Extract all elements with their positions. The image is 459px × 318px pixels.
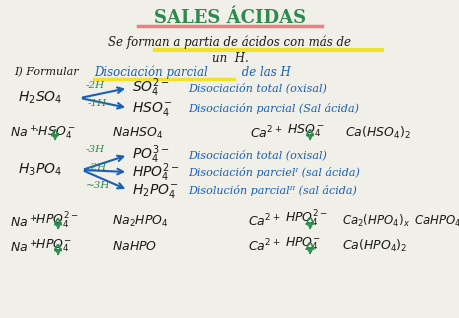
Text: $H_2SO_4$: $H_2SO_4$ xyxy=(18,90,62,106)
Text: de las H: de las H xyxy=(237,66,290,79)
Text: $Na_2HPO_4$: $Na_2HPO_4$ xyxy=(112,213,168,229)
Text: SALES ÁCIDAS: SALES ÁCIDAS xyxy=(154,9,305,27)
Text: $Ca^{2+}$: $Ca^{2+}$ xyxy=(247,213,280,229)
Text: $HPO_4^{-}$: $HPO_4^{-}$ xyxy=(285,236,320,252)
Text: $HPO_4^{2-}$: $HPO_4^{2-}$ xyxy=(132,162,179,184)
Text: $PO_4^{3-}$: $PO_4^{3-}$ xyxy=(132,144,169,166)
Text: -2H: -2H xyxy=(86,80,105,89)
Text: -3H: -3H xyxy=(86,146,105,155)
Text: $NaHSO_4$: $NaHSO_4$ xyxy=(112,125,163,141)
Text: $Ca^{2+}$: $Ca^{2+}$ xyxy=(249,125,282,141)
Text: Disociación total (oxisal): Disociación total (oxisal) xyxy=(188,83,326,93)
Text: $Ca(HPO_4)_2$: $Ca(HPO_4)_2$ xyxy=(341,238,407,254)
Text: -2H: -2H xyxy=(88,163,107,172)
Text: $Ca^{2+}$: $Ca^{2+}$ xyxy=(247,238,280,254)
Text: $NaHPO$: $NaHPO$ xyxy=(112,239,157,252)
Text: Disolución parcialᴵᴵ (sal ácida): Disolución parcialᴵᴵ (sal ácida) xyxy=(188,185,356,197)
Text: un  H.: un H. xyxy=(211,52,248,65)
Text: $Na^+$: $Na^+$ xyxy=(10,215,38,231)
Text: Disociación parcial (Sal ácida): Disociación parcial (Sal ácida) xyxy=(188,102,358,114)
Text: Se forman a partia de ácidos con más de: Se forman a partia de ácidos con más de xyxy=(108,35,351,49)
Text: $HSO_4^{-}$: $HSO_4^{-}$ xyxy=(132,100,172,118)
Text: $CaHPO_4$: $CaHPO_4$ xyxy=(413,213,459,229)
Text: $\cdot HSO_4^-$: $\cdot HSO_4^-$ xyxy=(34,125,76,141)
Text: $HSO_4^-$: $HSO_4^-$ xyxy=(286,123,325,139)
Text: Disociación total (oxisal): Disociación total (oxisal) xyxy=(188,150,326,160)
Text: Disociación parcielᴵ (sal ácida): Disociación parcielᴵ (sal ácida) xyxy=(188,168,359,178)
Text: $Ca_2(HPO_4)_x$: $Ca_2(HPO_4)_x$ xyxy=(341,213,409,229)
Text: $Na^+$: $Na^+$ xyxy=(10,240,38,256)
Text: Disociación parcial: Disociación parcial xyxy=(94,65,207,79)
Text: -1H: -1H xyxy=(88,99,107,107)
Text: ~3H: ~3H xyxy=(86,182,110,190)
Text: I) Formular: I) Formular xyxy=(14,67,78,77)
Text: $H_2PO_4^{-}$: $H_2PO_4^{-}$ xyxy=(132,182,178,200)
Text: $H_3PO_4$: $H_3PO_4$ xyxy=(18,162,62,178)
Text: $\cdot HPO_4^{2-}$: $\cdot HPO_4^{2-}$ xyxy=(32,211,79,231)
Text: $HPO_4^{2-}$: $HPO_4^{2-}$ xyxy=(285,209,328,229)
Text: $Na^+$: $Na^+$ xyxy=(10,125,38,141)
Text: $Ca(HSO_4)_2$: $Ca(HSO_4)_2$ xyxy=(344,125,410,141)
Text: $SO_4^{2-}$: $SO_4^{2-}$ xyxy=(132,77,169,99)
Text: $\cdot HPO_4^{-}$: $\cdot HPO_4^{-}$ xyxy=(32,238,72,254)
